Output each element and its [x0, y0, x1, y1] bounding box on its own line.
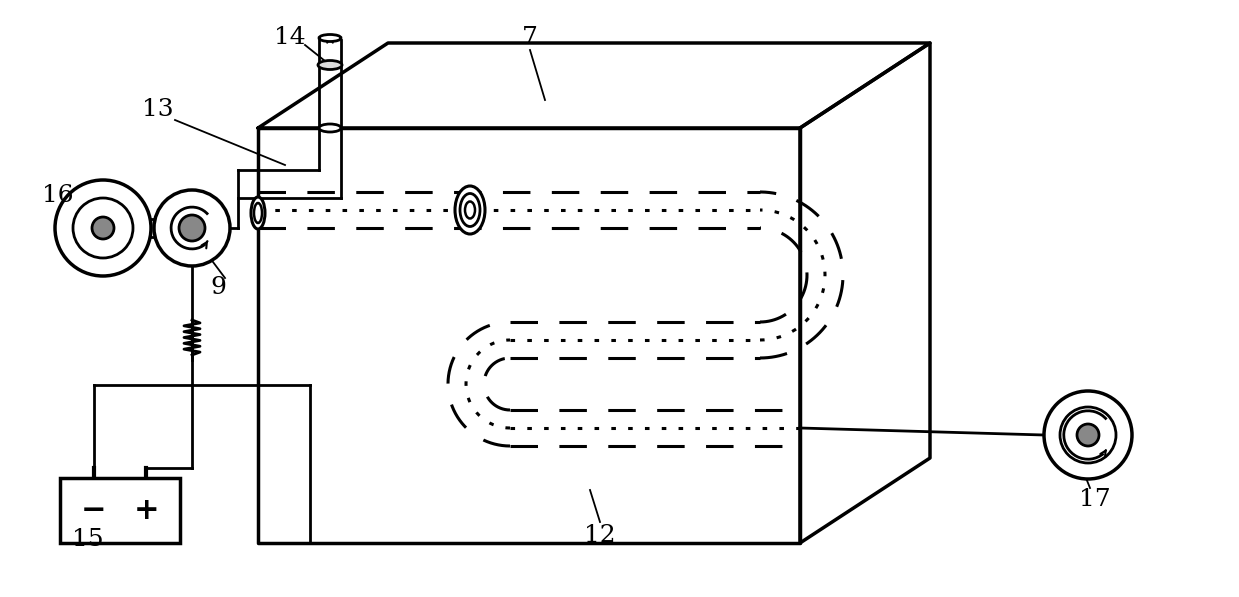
Text: 9: 9 [211, 276, 225, 300]
Ellipse shape [465, 202, 475, 219]
Text: 13: 13 [142, 99, 173, 122]
Text: 16: 16 [42, 183, 74, 207]
Bar [59, 478, 180, 543]
Circle shape [92, 217, 114, 239]
Ellipse shape [252, 197, 265, 229]
Text: 12: 12 [584, 524, 616, 546]
Circle shape [154, 190, 230, 266]
Circle shape [73, 198, 133, 258]
Circle shape [55, 180, 151, 276]
Text: 7: 7 [522, 26, 538, 50]
Circle shape [1044, 391, 1132, 479]
Text: 17: 17 [1079, 488, 1111, 512]
Ellipse shape [318, 60, 342, 69]
Text: +: + [134, 496, 160, 525]
Circle shape [178, 215, 204, 241]
Text: 15: 15 [72, 528, 104, 552]
Ellipse shape [318, 124, 341, 132]
Text: 14: 14 [274, 26, 306, 50]
Ellipse shape [318, 35, 341, 42]
Ellipse shape [254, 203, 261, 223]
Circle shape [1077, 424, 1099, 446]
Circle shape [1061, 407, 1116, 463]
Ellipse shape [455, 186, 484, 234]
Ellipse shape [460, 193, 479, 226]
Text: −: − [81, 496, 107, 525]
